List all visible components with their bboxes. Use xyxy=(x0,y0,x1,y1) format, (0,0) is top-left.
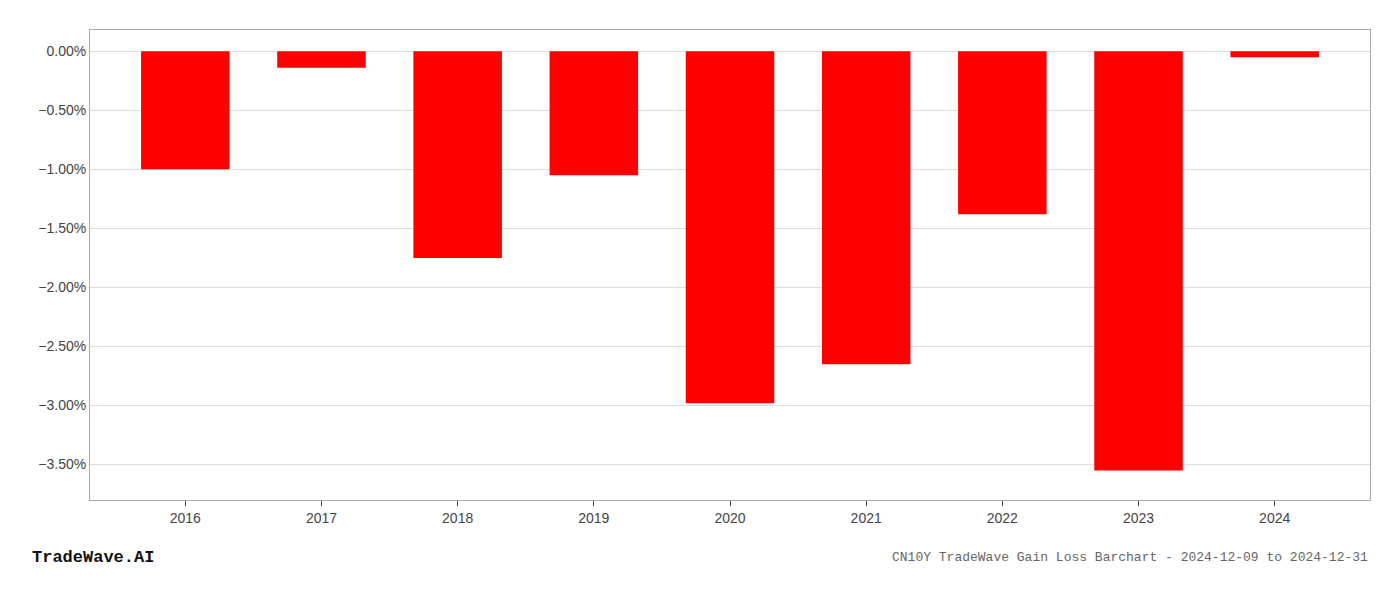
svg-text:2017: 2017 xyxy=(306,510,337,526)
svg-text:0.00%: 0.00% xyxy=(46,43,86,59)
svg-text:TradeWave.AI: TradeWave.AI xyxy=(32,548,154,567)
svg-text:2019: 2019 xyxy=(578,510,609,526)
svg-text:2018: 2018 xyxy=(442,510,473,526)
svg-text:2021: 2021 xyxy=(851,510,882,526)
svg-text:−2.50%: −2.50% xyxy=(38,338,86,354)
svg-text:CN10Y TradeWave Gain Loss Barc: CN10Y TradeWave Gain Loss Barchart - 202… xyxy=(892,550,1368,565)
svg-text:2023: 2023 xyxy=(1123,510,1154,526)
svg-text:2022: 2022 xyxy=(987,510,1018,526)
svg-text:−1.50%: −1.50% xyxy=(38,220,86,236)
svg-text:2020: 2020 xyxy=(714,510,745,526)
svg-text:2016: 2016 xyxy=(170,510,201,526)
svg-text:−0.50%: −0.50% xyxy=(38,102,86,118)
svg-text:−3.50%: −3.50% xyxy=(38,456,86,472)
svg-text:−3.00%: −3.00% xyxy=(38,397,86,413)
svg-text:−1.00%: −1.00% xyxy=(38,161,86,177)
svg-text:2024: 2024 xyxy=(1259,510,1290,526)
svg-text:−2.00%: −2.00% xyxy=(38,279,86,295)
